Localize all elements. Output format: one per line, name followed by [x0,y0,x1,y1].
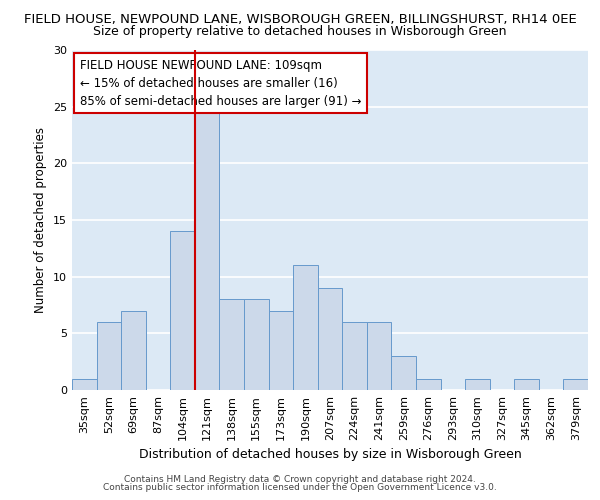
Text: Contains HM Land Registry data © Crown copyright and database right 2024.: Contains HM Land Registry data © Crown c… [124,475,476,484]
Text: FIELD HOUSE NEWPOUND LANE: 109sqm
← 15% of detached houses are smaller (16)
85% : FIELD HOUSE NEWPOUND LANE: 109sqm ← 15% … [80,58,361,108]
Text: Contains public sector information licensed under the Open Government Licence v3: Contains public sector information licen… [103,484,497,492]
Bar [195,106,220,390]
Y-axis label: Number of detached properties: Number of detached properties [34,127,47,313]
X-axis label: Distribution of detached houses by size in Wisborough Green: Distribution of detached houses by size … [139,448,521,462]
Bar [121,310,146,390]
Bar [342,322,367,390]
Bar [563,378,588,390]
Bar [97,322,121,390]
Bar [465,378,490,390]
Bar [269,310,293,390]
Bar [244,300,269,390]
Bar [318,288,342,390]
Text: Size of property relative to detached houses in Wisborough Green: Size of property relative to detached ho… [93,25,507,38]
Bar [293,266,318,390]
Bar [416,378,440,390]
Bar [170,232,195,390]
Bar [391,356,416,390]
Bar [220,300,244,390]
Bar [367,322,391,390]
Bar [514,378,539,390]
Bar [72,378,97,390]
Text: FIELD HOUSE, NEWPOUND LANE, WISBOROUGH GREEN, BILLINGSHURST, RH14 0EE: FIELD HOUSE, NEWPOUND LANE, WISBOROUGH G… [23,12,577,26]
